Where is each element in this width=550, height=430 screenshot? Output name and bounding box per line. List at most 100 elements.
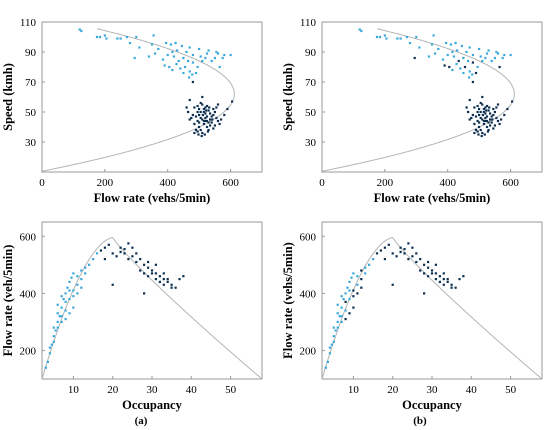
data-point-dark bbox=[442, 278, 445, 281]
data-point-dark bbox=[188, 98, 191, 102]
data-point-dark bbox=[99, 249, 102, 252]
data-point-light bbox=[72, 295, 75, 298]
data-point-light bbox=[196, 65, 199, 69]
data-point-light bbox=[52, 335, 55, 338]
data-point-light bbox=[221, 56, 224, 60]
data-point-light bbox=[348, 280, 351, 283]
data-point-dark bbox=[375, 252, 379, 255]
data-point-dark bbox=[468, 118, 471, 121]
data-point-dark bbox=[511, 100, 514, 103]
data-point-dark bbox=[123, 248, 126, 251]
data-point-light bbox=[418, 46, 421, 49]
y-tick-label: 600 bbox=[300, 231, 317, 243]
data-point-light bbox=[171, 68, 174, 72]
y-tick-label: 50 bbox=[25, 107, 37, 119]
data-point-dark bbox=[196, 104, 199, 108]
x-axis-title: Occupancy bbox=[122, 398, 182, 412]
data-point-dark bbox=[395, 255, 398, 258]
data-point-dark bbox=[419, 269, 422, 272]
data-point-light bbox=[205, 52, 209, 55]
data-point-light bbox=[501, 56, 504, 60]
data-point-light bbox=[70, 276, 73, 279]
data-point-dark bbox=[200, 134, 203, 138]
data-point-dark bbox=[196, 110, 199, 114]
data-point-dark bbox=[147, 260, 150, 264]
x-tick-label: 600 bbox=[502, 177, 519, 189]
data-point-dark bbox=[450, 283, 453, 286]
data-point-dark bbox=[193, 122, 196, 126]
data-point-dark bbox=[476, 119, 479, 123]
x-tick-label: 400 bbox=[159, 177, 176, 189]
data-point-dark bbox=[403, 252, 406, 255]
data-point-dark bbox=[479, 101, 482, 105]
data-point-light bbox=[119, 37, 122, 40]
data-point-light bbox=[471, 73, 474, 76]
data-point-light bbox=[204, 56, 207, 60]
y-tick-label: 30 bbox=[25, 137, 37, 149]
data-point-dark bbox=[201, 118, 204, 121]
data-point-dark bbox=[427, 260, 430, 264]
data-point-dark bbox=[194, 128, 198, 132]
data-point-light bbox=[68, 280, 71, 283]
data-point-dark bbox=[379, 249, 382, 252]
data-point-dark bbox=[383, 246, 386, 249]
data-point-dark bbox=[360, 286, 363, 289]
x-axis-title: Flow rate (vehs/5min) bbox=[94, 191, 211, 205]
data-point-dark bbox=[216, 119, 220, 123]
data-point-dark bbox=[468, 98, 471, 102]
data-point-dark bbox=[154, 278, 157, 281]
data-point-light bbox=[336, 320, 339, 323]
data-point-light bbox=[182, 71, 185, 75]
data-point-light bbox=[207, 49, 210, 52]
data-point-dark bbox=[127, 258, 130, 261]
data-point-light bbox=[372, 258, 375, 261]
data-point-dark bbox=[226, 107, 229, 111]
data-point-dark bbox=[204, 106, 207, 109]
data-point-light bbox=[328, 346, 331, 349]
data-point-dark bbox=[197, 133, 200, 136]
data-point-light bbox=[340, 320, 343, 323]
data-point-dark bbox=[496, 119, 500, 123]
data-point-light bbox=[350, 276, 353, 279]
data-point-light bbox=[80, 269, 83, 272]
data-point-dark bbox=[203, 133, 206, 136]
data-point-dark bbox=[446, 280, 449, 283]
data-point-light bbox=[346, 286, 349, 289]
data-point-dark bbox=[344, 318, 347, 321]
data-point-light bbox=[485, 52, 489, 55]
data-point-dark bbox=[178, 278, 181, 281]
data-point-light bbox=[213, 56, 216, 60]
data-point-light bbox=[52, 340, 55, 343]
data-point-light bbox=[80, 278, 83, 281]
data-point-light bbox=[56, 312, 59, 315]
data-point-dark bbox=[492, 127, 495, 130]
data-point-light bbox=[133, 56, 136, 60]
data-point-dark bbox=[491, 118, 494, 121]
data-point-light bbox=[194, 71, 198, 75]
data-point-dark bbox=[198, 125, 201, 129]
data-point-light bbox=[478, 47, 481, 51]
data-point-light bbox=[188, 76, 191, 79]
data-point-light bbox=[76, 283, 79, 286]
x-axis-title: Flow rate (vehs/5min) bbox=[374, 191, 491, 205]
data-point-light bbox=[358, 28, 361, 31]
data-point-dark bbox=[191, 113, 194, 117]
data-point-light bbox=[332, 340, 335, 343]
plot-frame bbox=[321, 221, 543, 380]
data-point-dark bbox=[202, 107, 205, 111]
data-point-dark bbox=[199, 101, 202, 105]
data-point-dark bbox=[463, 65, 467, 69]
data-point-dark bbox=[480, 134, 483, 138]
data-point-light bbox=[479, 55, 482, 58]
data-point-light bbox=[76, 275, 79, 278]
data-point-light bbox=[451, 50, 454, 54]
data-point-dark bbox=[174, 286, 177, 289]
x-tick-label: 40 bbox=[186, 384, 198, 396]
data-point-dark bbox=[119, 246, 122, 249]
data-point-dark bbox=[199, 128, 202, 132]
y-axis-title: Flow rate (veh/5min) bbox=[1, 245, 15, 357]
data-point-dark bbox=[207, 121, 210, 124]
data-point-light bbox=[348, 298, 351, 301]
data-point-light bbox=[332, 326, 335, 329]
data-point-light bbox=[340, 306, 343, 309]
